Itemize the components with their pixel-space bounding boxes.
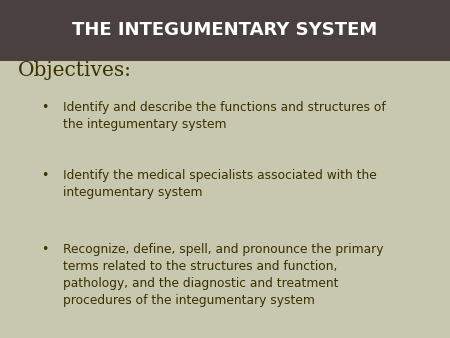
Text: •: • <box>41 101 49 114</box>
Text: Objectives:: Objectives: <box>18 61 132 80</box>
Text: THE INTEGUMENTARY SYSTEM: THE INTEGUMENTARY SYSTEM <box>72 21 378 40</box>
FancyBboxPatch shape <box>0 0 450 61</box>
Text: •: • <box>41 243 49 256</box>
Text: Identify and describe the functions and structures of
the integumentary system: Identify and describe the functions and … <box>63 101 386 131</box>
Text: •: • <box>41 169 49 182</box>
Text: Identify the medical specialists associated with the
integumentary system: Identify the medical specialists associa… <box>63 169 377 199</box>
Text: Recognize, define, spell, and pronounce the primary
terms related to the structu: Recognize, define, spell, and pronounce … <box>63 243 383 307</box>
